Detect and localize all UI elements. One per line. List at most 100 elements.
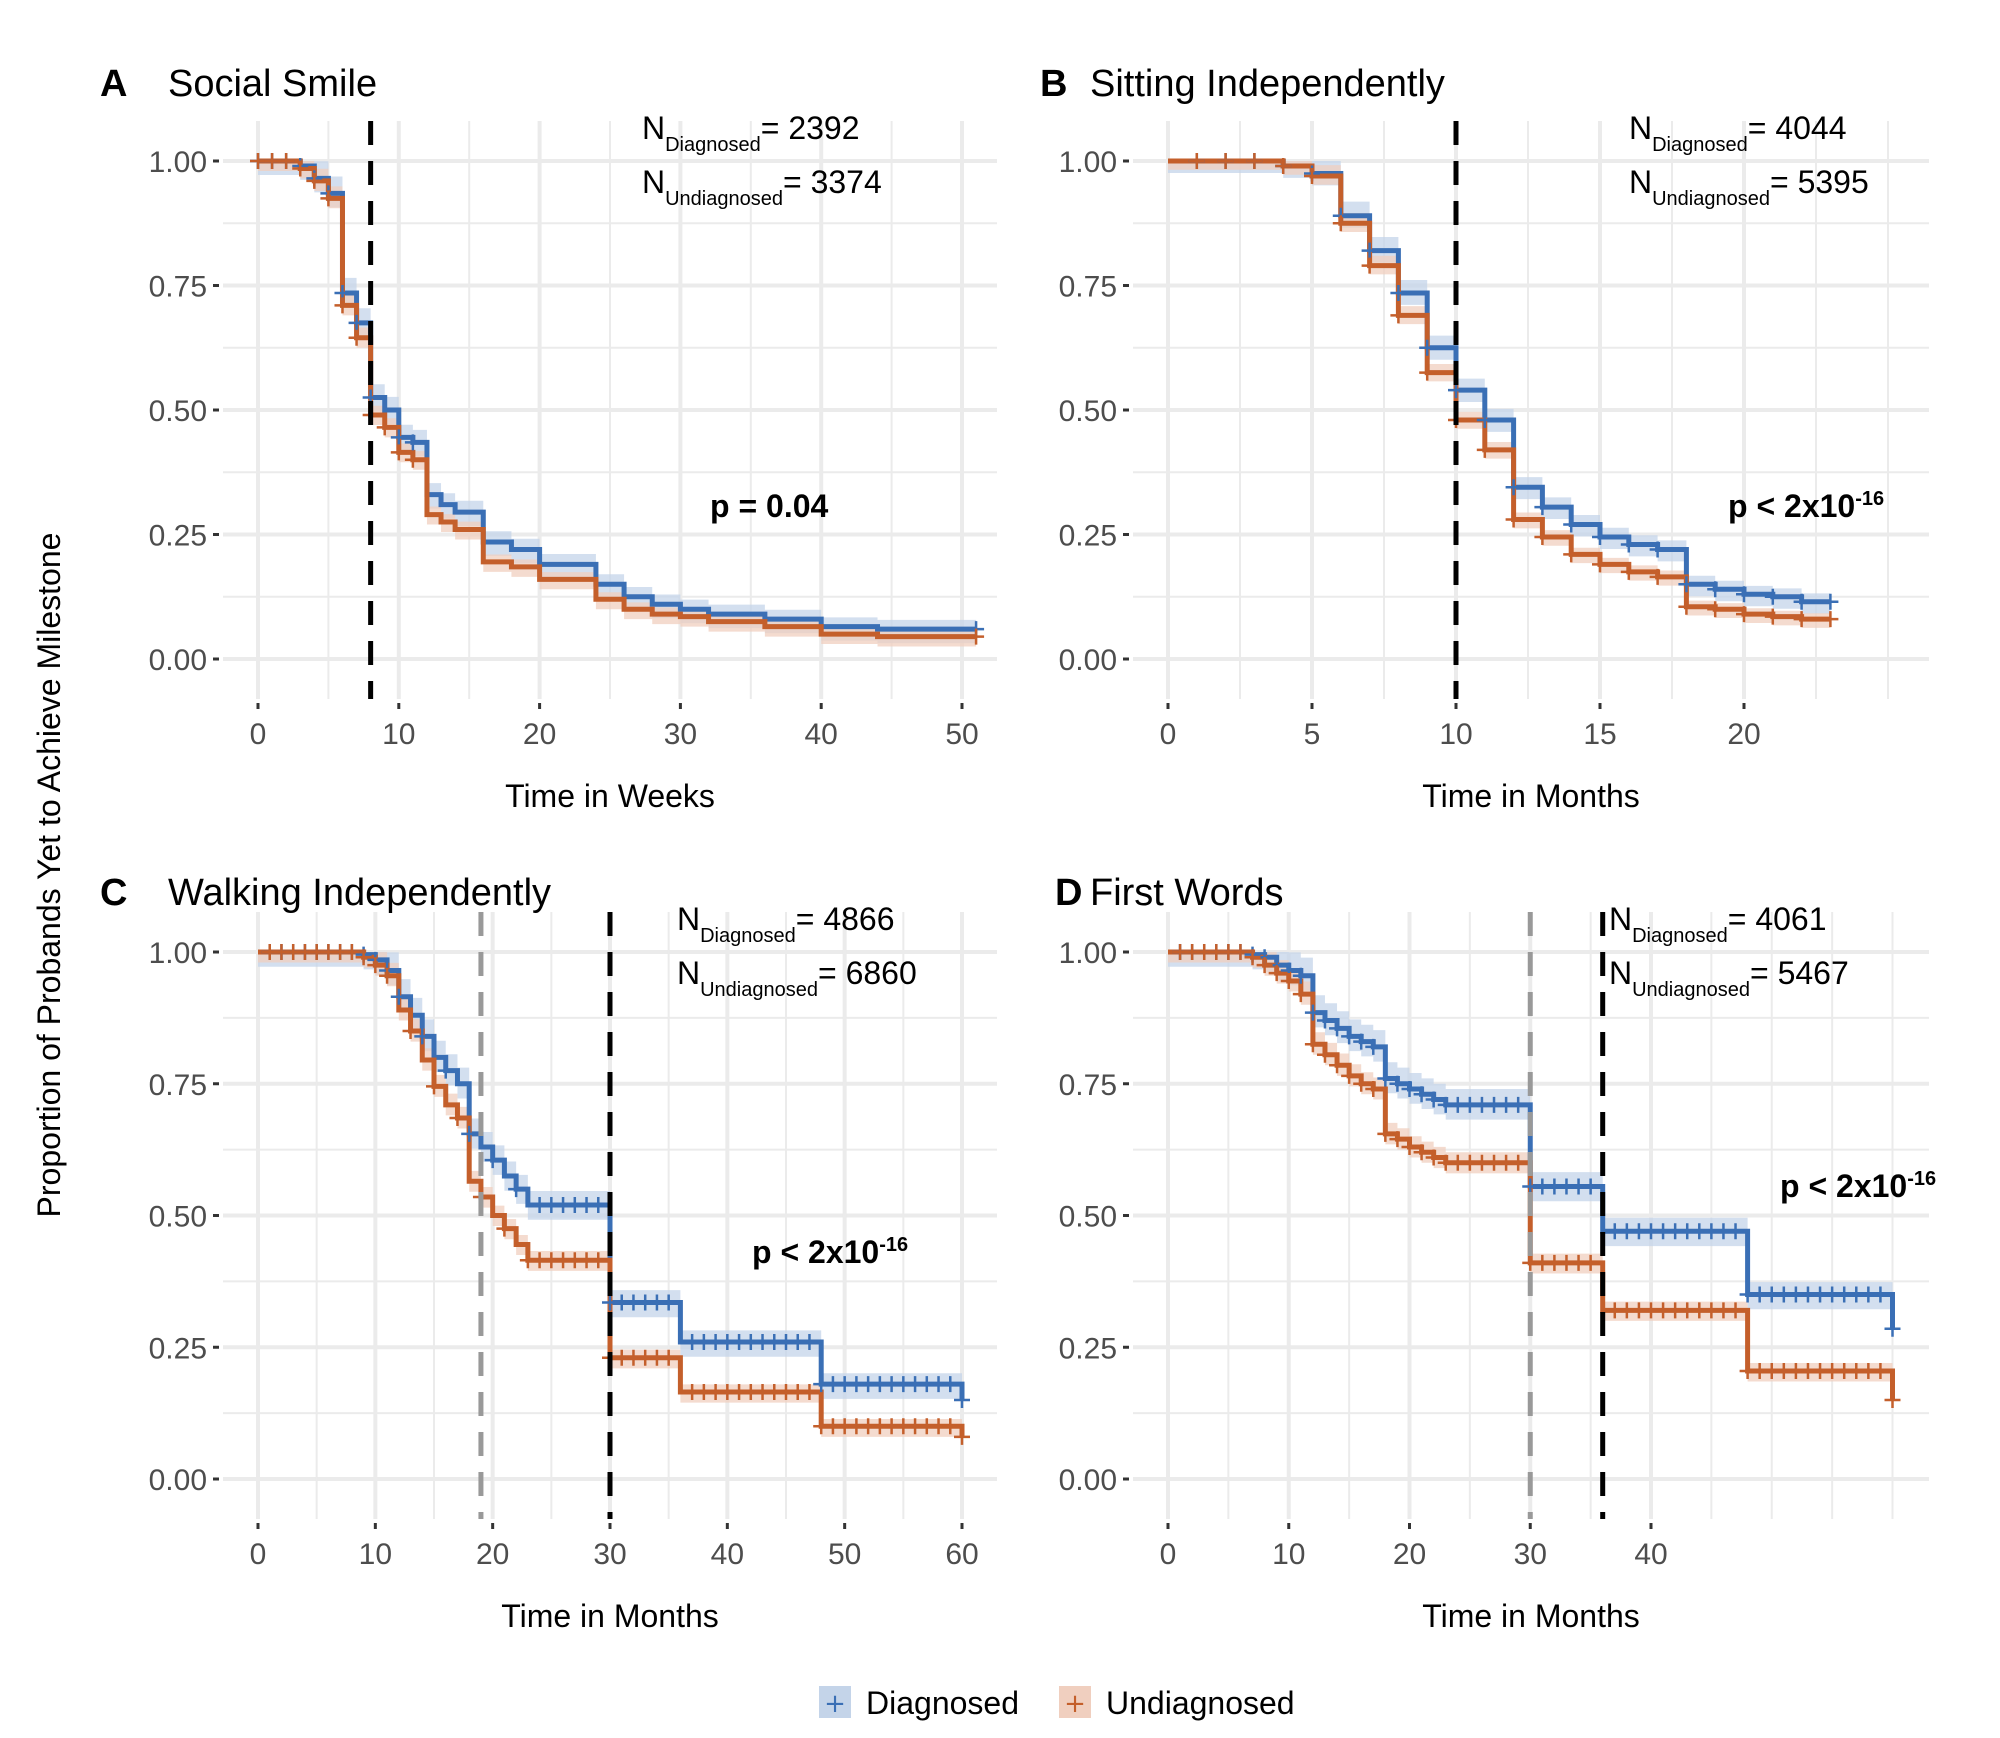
censor-mark [1872,1362,1889,1379]
censor-mark [954,1428,970,1445]
censor-mark [1582,1254,1599,1271]
p-value-annotation: p < 2x10-16 [752,1234,908,1270]
panel-b: 0.00 0.25 0.50 0.75 1.00 0 5 10 15 20 Time in Mont… [1040,63,1929,814]
censor-mark [1246,153,1263,169]
censor-mark [1365,1081,1382,1098]
y-tick-label: 1.00 [149,146,207,179]
censor-mark [348,329,365,346]
censor-mark [942,1418,959,1435]
x-axis-title: Time in Months [501,1598,719,1634]
censor-mark [376,419,393,436]
censor-mark [1884,1320,1901,1337]
panel-title: First Words [1090,872,1284,914]
y-tick-label: 0.00 [1059,1464,1117,1497]
x-axis-title: Time in Weeks [505,778,715,814]
y-tick-label: 0.50 [149,1201,207,1234]
x-tick-label: 0 [1160,718,1177,751]
censor-mark [1505,479,1522,496]
censor-mark [1389,1075,1406,1092]
censor-mark [1401,1081,1418,1098]
x-tick-label: 20 [523,718,556,751]
legend-label-diagnosed: Diagnosed [866,1685,1019,1721]
censor-mark [1316,1012,1333,1029]
censor-mark [1563,546,1580,563]
x-tick-label: 30 [1514,1538,1547,1571]
y-tick-label: 0.50 [149,395,207,428]
censor-mark [379,967,396,984]
y-tick-label: 0.50 [1059,1201,1117,1234]
survival-curve-undiagnosed [1168,158,1831,622]
legend-key-diagnosed-marker: + [824,1689,846,1719]
x-tick-label: 0 [250,718,267,751]
y-tick-label: 0.75 [1059,271,1117,304]
censor-mark [367,957,384,974]
censor-mark [1476,411,1493,428]
censor-mark [449,1110,466,1127]
p-value-annotation: p < 2x10-16 [1728,488,1884,524]
legend-label-undiagnosed: Undiagnosed [1106,1685,1295,1721]
survival-curve-diagnosed [258,158,977,632]
censor-mark [1353,1075,1370,1092]
x-tick-label: 50 [945,718,978,751]
n-undiagnosed-annotation: NUndiagnosed= 5395 [1629,164,1869,210]
censor-mark [1707,601,1724,618]
censor-mark [1727,1302,1744,1319]
censor-mark [1822,611,1839,628]
censor-mark [1534,499,1551,516]
y-tick-label: 0.75 [149,271,207,304]
censor-mark [1292,986,1309,1003]
y-tick-label: 0.25 [1059,520,1117,553]
censor-mark [355,949,372,966]
censor-mark [334,297,351,314]
censor-mark [461,1125,478,1142]
x-tick-label: 10 [1272,1538,1305,1571]
censor-mark [1764,608,1781,625]
x-tick-label: 20 [476,1538,509,1571]
censor-mark [390,444,407,461]
n-diagnosed-annotation: NDiagnosed= 4044 [1629,110,1847,156]
confidence-band-diagnosed [258,161,977,644]
x-tick-label: 0 [1160,1538,1177,1571]
censor-mark [1188,153,1205,169]
censor-mark [1534,528,1551,545]
grid [223,121,997,699]
n-diagnosed-annotation: NDiagnosed= 2392 [642,110,860,156]
legend-key-undiagnosed [1059,1686,1091,1718]
y-tick-label: 0.25 [1059,1332,1117,1365]
censor-mark [1332,215,1349,232]
censor-mark [250,153,266,169]
p-value-annotation: p < 2x10-16 [1780,1168,1936,1204]
legend: + Diagnosed + Undiagnosed [819,1685,1295,1721]
censor-mark [1425,1149,1442,1166]
x-tick-label: 30 [664,718,697,751]
censor-mark [1592,556,1608,573]
censor-mark [1365,1038,1382,1055]
y-tick-label: 0.75 [149,1069,207,1102]
panel-letter: C [100,872,127,914]
panel-letter: B [1040,63,1067,105]
censor-marks-undiagnosed [250,153,985,645]
censor-mark [496,1220,513,1237]
survival-curve-diagnosed [1168,158,1831,605]
censor-mark [1678,576,1695,593]
panel-c: 0.00 0.25 0.50 0.75 1.00 0 10 20 30 40 50 60 Time in… [100,872,997,1634]
censor-mark [1329,1057,1346,1074]
censor-mark [590,1252,607,1269]
censor-mark [1425,1091,1442,1108]
censor-mark [1793,611,1810,628]
censor-mark [1329,1020,1346,1037]
censor-mark [1736,606,1752,623]
y-tick-label: 0.50 [1059,395,1117,428]
censor-mark [1510,1154,1527,1171]
x-tick-label: 20 [1727,718,1760,751]
n-undiagnosed-annotation: NUndiagnosed= 3374 [642,164,882,210]
x-tick-label: 10 [382,718,415,751]
censor-mark [590,1196,607,1213]
censor-mark [1341,1028,1358,1045]
censor-marks-diagnosed [1172,944,1901,1337]
legend-key-diagnosed [819,1686,851,1718]
panel-letter: A [100,63,127,105]
censor-mark [1341,1067,1358,1084]
censor-mark [1353,1033,1370,1050]
censor-mark [954,1391,970,1408]
